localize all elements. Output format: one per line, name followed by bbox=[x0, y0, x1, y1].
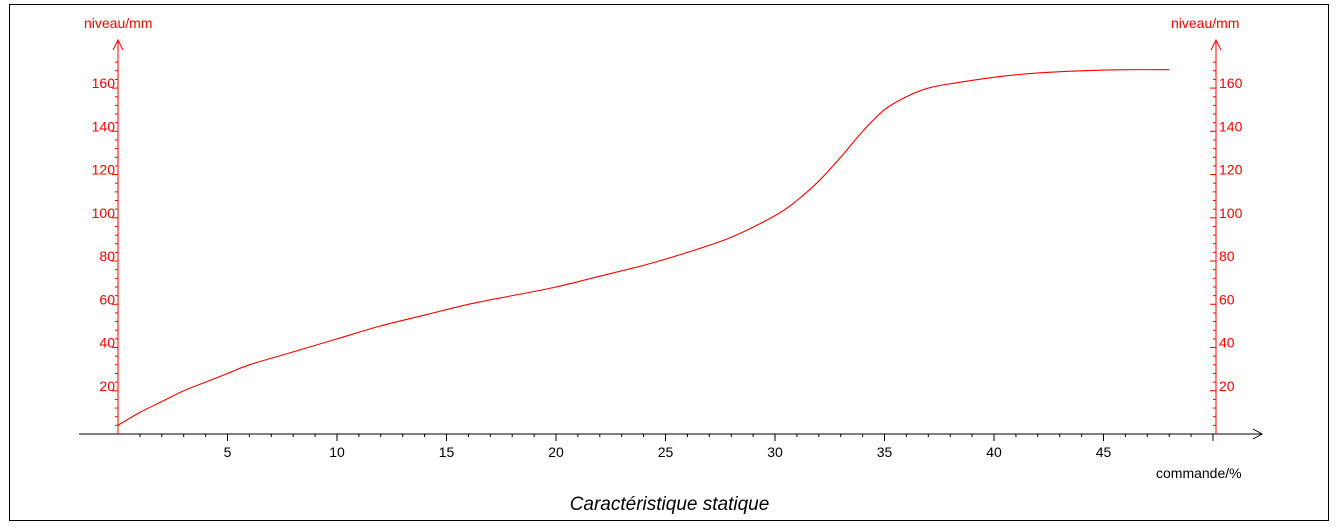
x-axis-arrow bbox=[1252, 428, 1264, 440]
x-tick-label: 5 bbox=[224, 444, 232, 460]
right-y-tick-label: 140 bbox=[1219, 118, 1243, 134]
x-tick-label: 20 bbox=[548, 444, 564, 460]
left-y-tick-label: 140 bbox=[92, 118, 116, 134]
right-y-tick-label: 100 bbox=[1219, 205, 1243, 221]
x-axis: 5 10 15 20 25 30 35 40 45 bbox=[79, 428, 1264, 460]
x-tick-label: 10 bbox=[329, 444, 345, 460]
x-tick-label: 40 bbox=[986, 444, 1002, 460]
curve-group bbox=[117, 69, 1170, 426]
x-tick-label: 30 bbox=[767, 444, 783, 460]
left-y-tick-label: 100 bbox=[92, 205, 116, 221]
right-y-tick-label: 160 bbox=[1219, 75, 1243, 91]
right-y-tick-label: 80 bbox=[1219, 248, 1235, 264]
x-tick-label: 35 bbox=[877, 444, 893, 460]
left-y-axis: 20 40 60 80 100 120 140 160 bbox=[92, 38, 124, 434]
left-y-tick-label: 80 bbox=[99, 248, 115, 264]
chart-caption: Caractéristique statique bbox=[569, 494, 770, 515]
x-axis-label: commande/% bbox=[1156, 465, 1242, 481]
left-y-tick-label: 160 bbox=[92, 75, 116, 91]
left-y-tick-label: 120 bbox=[92, 162, 116, 178]
chart-frame bbox=[9, 4, 1329, 521]
left-y-axis-label: niveau/mm bbox=[84, 15, 152, 31]
x-tick-label: 25 bbox=[658, 444, 674, 460]
right-y-tick-label: 60 bbox=[1219, 291, 1235, 307]
x-tick-label: 15 bbox=[439, 444, 455, 460]
left-y-tick-label: 60 bbox=[99, 291, 115, 307]
left-y-tick-label: 20 bbox=[99, 378, 115, 394]
right-y-axis-label: niveau/mm bbox=[1171, 15, 1239, 31]
right-y-tick-label: 120 bbox=[1219, 162, 1243, 178]
right-y-tick-label: 40 bbox=[1219, 335, 1235, 351]
left-y-axis-arrow bbox=[112, 38, 124, 51]
right-y-axis-arrow bbox=[1210, 38, 1222, 51]
x-tick-label: 45 bbox=[1096, 444, 1112, 460]
left-y-tick-label: 40 bbox=[99, 335, 115, 351]
right-y-tick-label: 20 bbox=[1219, 378, 1235, 394]
right-y-axis: 20 40 60 80 100 120 140 160 bbox=[1210, 38, 1243, 434]
series-line bbox=[117, 69, 1170, 426]
